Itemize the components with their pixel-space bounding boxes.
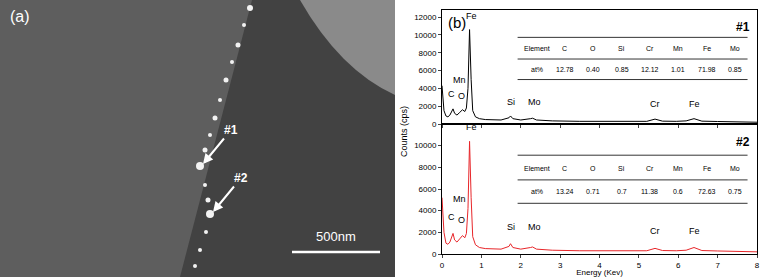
svg-text:11.38: 11.38 <box>641 188 658 195</box>
svg-text:0.71: 0.71 <box>586 188 600 195</box>
svg-text:C: C <box>448 212 455 222</box>
svg-text:O: O <box>458 91 465 101</box>
svg-text:0: 0 <box>432 250 437 259</box>
svg-text:4: 4 <box>597 261 602 270</box>
svg-text:12.12: 12.12 <box>641 66 659 73</box>
svg-text:Mo: Mo <box>730 165 740 172</box>
svg-text:0: 0 <box>432 120 437 129</box>
svg-text:Si: Si <box>618 165 625 172</box>
svg-text:8000: 8000 <box>419 49 437 58</box>
svg-text:13.24: 13.24 <box>556 188 574 195</box>
svg-text:8000: 8000 <box>419 163 437 172</box>
svg-text:Si: Si <box>507 222 515 232</box>
svg-text:500nm: 500nm <box>316 229 356 244</box>
svg-text:0.40: 0.40 <box>586 66 600 73</box>
svg-text:Counts (cps): Counts (cps) <box>399 106 409 157</box>
svg-text:2000: 2000 <box>419 102 437 111</box>
svg-text:Energy (Kev): Energy (Kev) <box>576 268 623 277</box>
svg-text:Element: Element <box>524 45 550 52</box>
svg-text:Cr: Cr <box>650 226 660 236</box>
svg-text:8: 8 <box>755 261 760 270</box>
svg-text:4000: 4000 <box>419 84 437 93</box>
svg-text:71.98: 71.98 <box>698 66 716 73</box>
svg-text:O: O <box>458 215 465 225</box>
svg-text:Fe: Fe <box>689 226 700 236</box>
svg-text:2000: 2000 <box>419 228 437 237</box>
svg-text:72.63: 72.63 <box>698 188 716 195</box>
svg-text:C: C <box>562 165 567 172</box>
svg-text:Cr: Cr <box>646 45 654 52</box>
svg-text:0.85: 0.85 <box>728 66 742 73</box>
svg-text:C: C <box>562 45 567 52</box>
svg-text:Cr: Cr <box>650 99 660 109</box>
svg-text:0.6: 0.6 <box>673 188 683 195</box>
svg-text:Fe: Fe <box>466 11 477 21</box>
svg-text:Cr: Cr <box>646 165 654 172</box>
svg-text:Mn: Mn <box>453 194 466 204</box>
svg-text:10000: 10000 <box>414 141 437 150</box>
svg-text:Si: Si <box>507 97 515 107</box>
svg-text:at%: at% <box>531 188 543 195</box>
svg-text:Mn: Mn <box>673 45 683 52</box>
svg-text:3: 3 <box>558 261 563 270</box>
svg-text:at%: at% <box>531 66 543 73</box>
svg-text:Mo: Mo <box>528 97 541 107</box>
svg-text:12000: 12000 <box>414 13 437 22</box>
svg-text:#2: #2 <box>736 135 750 149</box>
svg-text:Mo: Mo <box>730 45 740 52</box>
svg-text:#1: #1 <box>736 20 750 34</box>
svg-text:1: 1 <box>479 261 484 270</box>
svg-text:Si: Si <box>618 45 625 52</box>
svg-text:Mn: Mn <box>673 165 683 172</box>
svg-text:2: 2 <box>519 261 524 270</box>
svg-text:4000: 4000 <box>419 206 437 215</box>
svg-text:#1: #1 <box>224 123 238 137</box>
svg-text:0: 0 <box>440 261 445 270</box>
svg-text:6000: 6000 <box>419 66 437 75</box>
svg-text:Fe: Fe <box>689 99 700 109</box>
svg-text:Mn: Mn <box>453 75 466 85</box>
svg-text:Element: Element <box>524 165 550 172</box>
svg-text:Fe: Fe <box>703 45 711 52</box>
svg-text:6000: 6000 <box>419 185 437 194</box>
svg-text:Fe: Fe <box>466 122 477 132</box>
svg-text:12.78: 12.78 <box>556 66 574 73</box>
svg-text:0.7: 0.7 <box>617 188 627 195</box>
svg-text:#2: #2 <box>234 171 248 185</box>
svg-text:Fe: Fe <box>703 165 711 172</box>
svg-text:(a): (a) <box>10 8 30 25</box>
svg-text:1.01: 1.01 <box>671 66 685 73</box>
svg-text:(b): (b) <box>448 14 466 31</box>
svg-text:C: C <box>448 89 455 99</box>
svg-text:5: 5 <box>637 261 642 270</box>
svg-text:O: O <box>590 165 596 172</box>
svg-text:6: 6 <box>676 261 681 270</box>
svg-text:Mo: Mo <box>528 222 541 232</box>
svg-text:0.75: 0.75 <box>728 188 742 195</box>
svg-text:0.85: 0.85 <box>615 66 629 73</box>
svg-text:7: 7 <box>715 261 720 270</box>
svg-text:O: O <box>590 45 596 52</box>
svg-text:10000: 10000 <box>414 31 437 40</box>
